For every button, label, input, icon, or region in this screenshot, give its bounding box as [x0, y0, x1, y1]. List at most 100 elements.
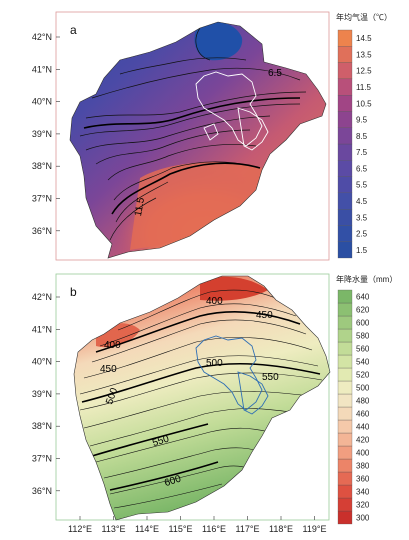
legend-swatch — [337, 315, 353, 330]
legend-swatch — [337, 302, 353, 317]
lon-label: 116°E — [202, 524, 226, 534]
legend-swatch — [337, 367, 353, 382]
legend-swatch — [337, 289, 353, 304]
legend-tick-label: 4.5 — [356, 197, 368, 206]
legend-swatch — [337, 78, 353, 96]
legend-tick-label: 580 — [356, 332, 370, 341]
legend-swatch — [337, 354, 353, 369]
legend-tick-label: 7.5 — [356, 148, 368, 157]
contour-label-550-right: 550 — [262, 372, 279, 383]
legend-tick-label: 520 — [356, 371, 370, 380]
lon-label: 112°E — [68, 524, 92, 534]
lon-label: 117°E — [236, 524, 260, 534]
legend-tick-label: 11.5 — [356, 83, 372, 92]
legend-tick-label: 380 — [356, 462, 370, 471]
lat-label: 37°N — [32, 454, 52, 464]
legend-swatch — [337, 46, 353, 63]
lon-label: 113°E — [102, 524, 126, 534]
lon-axis: 112°E 113°E 114°E 115°E 116°E 117°E 118°E 119°E — [68, 516, 326, 534]
contour-label-11-5: 11.5 — [133, 196, 147, 217]
lat-label: 39°N — [32, 129, 52, 139]
legend-tick-label: 2.5 — [356, 230, 368, 239]
lat-label: 41°N — [32, 324, 52, 334]
legend-swatch — [337, 484, 353, 499]
legend-swatch — [337, 143, 353, 161]
legend-swatch — [337, 471, 353, 486]
legend-swatch — [337, 29, 353, 47]
legend-tick-label: 460 — [356, 410, 370, 419]
contour-label-400-left: 400 — [104, 340, 121, 351]
legend-tick-label: 420 — [356, 436, 370, 445]
lat-label: 40°N — [32, 357, 52, 367]
legend-tick-label: 320 — [356, 501, 370, 510]
legend-swatch — [337, 510, 353, 525]
legend-swatch — [337, 445, 353, 460]
lat-axis-a: 42°N 41°N 40°N 39°N 38°N 37°N 36°N — [32, 32, 60, 236]
legend-swatch — [337, 62, 353, 80]
contour-label-550-center: 550 — [151, 433, 171, 449]
legend-swatch — [337, 380, 353, 395]
lat-label: 38°N — [32, 421, 52, 431]
legend-tick-label: 560 — [356, 345, 370, 354]
legend-swatch — [337, 127, 353, 145]
legend-tick-label: 9.5 — [356, 116, 368, 125]
legend-tick-label: 500 — [356, 384, 370, 393]
legend-tick-label: 3.5 — [356, 213, 368, 222]
lat-label: 36°N — [32, 226, 52, 236]
legend-tick-label: 300 — [356, 514, 370, 523]
temperature-legend: 年均气温（℃） 1.5 2.5 3.5 4.5 5.5 6.5 7.5 8.5 9.5 10.5 11… — [336, 12, 392, 259]
contour-label-400-top: 400 — [206, 296, 223, 307]
legend-tick-label: 400 — [356, 449, 370, 458]
lon-label: 118°E — [269, 524, 293, 534]
legend-tick-label: 340 — [356, 488, 370, 497]
legend-swatch — [337, 111, 353, 128]
legend-tick-label: 14.5 — [356, 34, 372, 43]
legend-swatch — [337, 160, 353, 177]
legend-swatch — [337, 406, 353, 421]
legend-swatch — [337, 328, 353, 343]
legend-swatch — [337, 497, 353, 512]
contour-label-500-center: 500 — [206, 358, 223, 369]
legend-tick-label: 5.5 — [356, 181, 368, 190]
legend-swatch — [337, 419, 353, 434]
legend-swatch — [337, 458, 353, 473]
legend-swatch — [337, 341, 353, 356]
legend-tick-label: 8.5 — [356, 132, 368, 141]
legend-swatch — [337, 192, 353, 210]
contour-label-450-right: 450 — [256, 310, 273, 321]
lat-label: 40°N — [32, 97, 52, 107]
panel-b-letter: b — [70, 285, 77, 299]
legend-swatch — [337, 176, 353, 194]
lat-label: 42°N — [32, 32, 52, 42]
lat-axis-b: 42°N 41°N 40°N 39°N 38°N 37°N 36°N — [32, 292, 60, 496]
legend-swatch — [337, 432, 353, 447]
legend-tick-label: 6.5 — [356, 164, 368, 173]
lon-label: 114°E — [135, 524, 159, 534]
legend-swatch — [337, 241, 353, 259]
legend-tick-label: 540 — [356, 358, 370, 367]
lat-label: 39°N — [32, 389, 52, 399]
legend-tick-label: 600 — [356, 319, 370, 328]
panel-a-letter: a — [70, 23, 77, 37]
lat-label: 42°N — [32, 292, 52, 302]
legend-tick-label: 620 — [356, 306, 370, 315]
legend-tick-label: 360 — [356, 475, 370, 484]
lat-label: 38°N — [32, 161, 52, 171]
legend-tick-label: 440 — [356, 423, 370, 432]
contour-label-6-5: 6.5 — [268, 68, 282, 79]
legend-swatch — [337, 393, 353, 408]
precipitation-map-outline — [73, 275, 331, 521]
lat-label: 37°N — [32, 194, 52, 204]
contour-label-600: 600 — [163, 473, 183, 489]
legend-tick-label: 12.5 — [356, 67, 372, 76]
lat-label: 41°N — [32, 64, 52, 74]
lat-label: 36°N — [32, 486, 52, 496]
legend-swatch — [337, 208, 353, 226]
legend-title: 年均气温（℃） — [336, 12, 392, 22]
legend-tick-label: 10.5 — [356, 99, 372, 108]
legend-swatch — [337, 225, 353, 242]
contour-label-450-left: 450 — [100, 364, 117, 375]
lon-label: 115°E — [169, 524, 193, 534]
legend-tick-label: 640 — [356, 293, 370, 302]
legend-tick-label: 1.5 — [356, 246, 368, 255]
